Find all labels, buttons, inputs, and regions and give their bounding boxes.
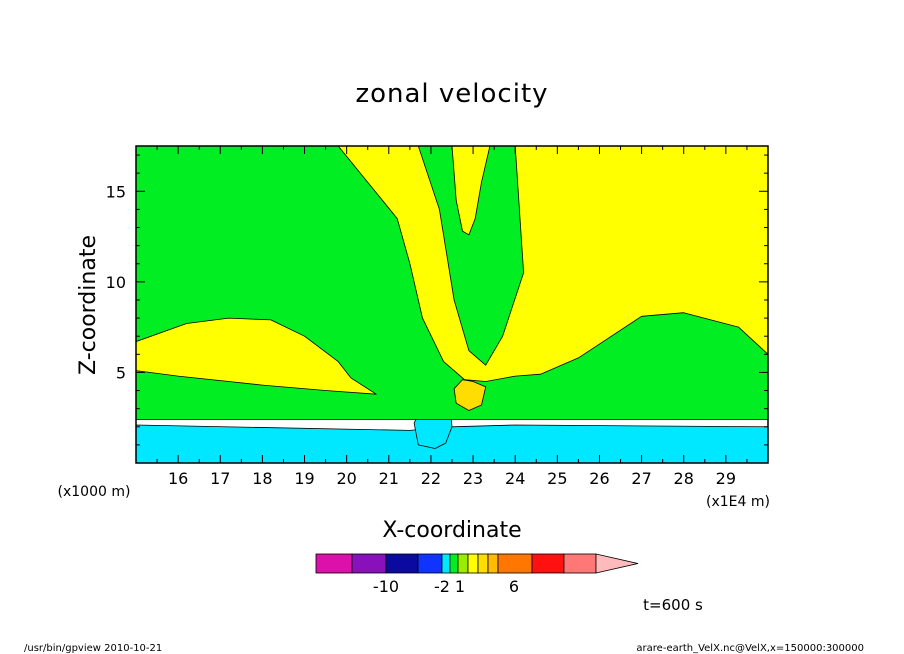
contour-region-upper-yellow-finger	[451, 146, 491, 236]
colorbar-labels: -10 -2 1 6	[373, 577, 519, 596]
y-tick-label: 10	[106, 273, 126, 292]
y-unit-label: (x1000 m)	[58, 484, 131, 500]
x-axis-label: X-coordinate	[382, 518, 521, 543]
footer-left: /usr/bin/gpview 2010-10-21	[24, 643, 162, 654]
x-tick-label: 19	[294, 469, 314, 488]
contour-region-central-plume-right-lobe	[325, 146, 768, 382]
x-tick-label: 17	[210, 469, 230, 488]
x-tick-label: 25	[547, 469, 567, 488]
colorbar-label: 1	[455, 577, 465, 596]
colorbar-label: -2	[434, 577, 450, 596]
colorbar-box	[449, 553, 459, 574]
contour-region-local-maximum	[453, 379, 487, 411]
x-tick-label: 26	[589, 469, 609, 488]
x-tick-labels: 16 17 18 19 20 21 22 23 24 25 26 27 28 29	[168, 469, 736, 488]
y-tick-label: 5	[116, 363, 126, 382]
colorbar-box	[457, 553, 469, 574]
colorbar-label: 6	[509, 577, 519, 596]
x-tick-label: 21	[379, 469, 399, 488]
time-label: t=600 s	[643, 596, 703, 614]
x-tick-label: 24	[505, 469, 525, 488]
x-tick-label: 16	[168, 469, 188, 488]
x-tick-label: 29	[716, 469, 736, 488]
colorbar-extension-arrow	[595, 553, 639, 574]
contour-region-cyan-layer	[136, 424, 768, 463]
contour-region-left-lobe	[136, 317, 377, 395]
contour-region-central-green-tongue	[417, 146, 524, 366]
colorbar-box	[563, 553, 597, 574]
colorbar-box	[531, 553, 565, 574]
y-tick-label: 15	[106, 182, 126, 201]
colorbar-box	[477, 553, 489, 574]
x-tick-label: 18	[252, 469, 272, 488]
colorbar-box	[351, 553, 387, 574]
footer-right: arare-earth_VelX.nc@VelX,x=150000:300000	[636, 643, 864, 654]
colorbar-box	[487, 553, 499, 574]
colorbar-box	[315, 553, 353, 574]
plot-frame	[135, 145, 769, 464]
colorbar-box	[385, 553, 419, 574]
y-axis-label: Z-coordinate	[76, 235, 101, 375]
chart-title: zonal velocity	[355, 79, 548, 109]
colorbar-label: -10	[373, 577, 399, 596]
x-unit-label: (x1E4 m)	[706, 494, 770, 510]
x-tick-label: 22	[421, 469, 441, 488]
colorbar-box	[467, 553, 479, 574]
y-tick-labels: 5 10 15	[106, 182, 126, 382]
colorbar-box	[441, 553, 451, 574]
x-tick-label: 27	[631, 469, 651, 488]
colorbar	[315, 553, 639, 574]
colorbar-box	[417, 553, 443, 574]
colorbar-box	[497, 553, 533, 574]
x-tick-label: 23	[463, 469, 483, 488]
x-tick-label: 20	[336, 469, 356, 488]
contour-fill-layer	[136, 146, 768, 463]
x-tick-label: 28	[674, 469, 694, 488]
